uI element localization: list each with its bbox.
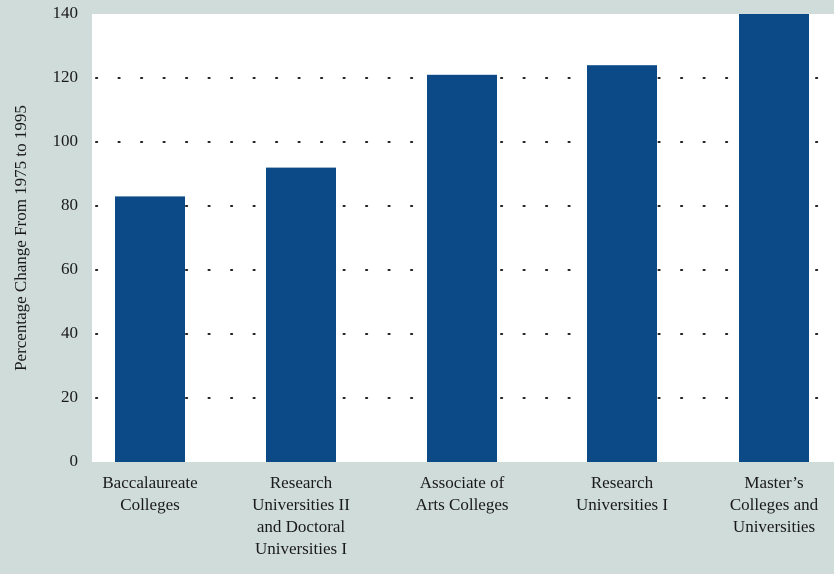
- y-axis-title: Percentage Change From 1975 to 1995: [11, 105, 30, 371]
- y-tick-label: 40: [61, 323, 78, 342]
- y-axis-ticks: 0 20 40 60 80 100 120 140: [53, 3, 79, 470]
- y-tick-label: 60: [61, 259, 78, 278]
- category-label: Baccalaureate Colleges: [102, 473, 197, 514]
- bar: [427, 74, 497, 463]
- y-tick-label: 120: [53, 67, 79, 86]
- category-label: Research Universities I: [576, 473, 668, 514]
- y-tick-label: 140: [53, 3, 79, 22]
- x-axis-categories: Baccalaureate Colleges Research Universitie…: [102, 473, 818, 558]
- y-tick-label: 80: [61, 195, 78, 214]
- bar: [266, 167, 336, 462]
- bar: [587, 65, 657, 462]
- category-label: Research Universities II and Doctoral Unive…: [252, 473, 350, 558]
- bar: [739, 14, 809, 462]
- y-tick-label: 20: [61, 387, 78, 406]
- bar: [115, 196, 185, 462]
- category-label: Associate of Arts Colleges: [415, 473, 508, 514]
- bars: [115, 14, 809, 463]
- y-tick-label: 100: [53, 131, 79, 150]
- y-tick-label: 0: [70, 451, 79, 470]
- category-label: Master’s Colleges and Universities: [730, 473, 819, 536]
